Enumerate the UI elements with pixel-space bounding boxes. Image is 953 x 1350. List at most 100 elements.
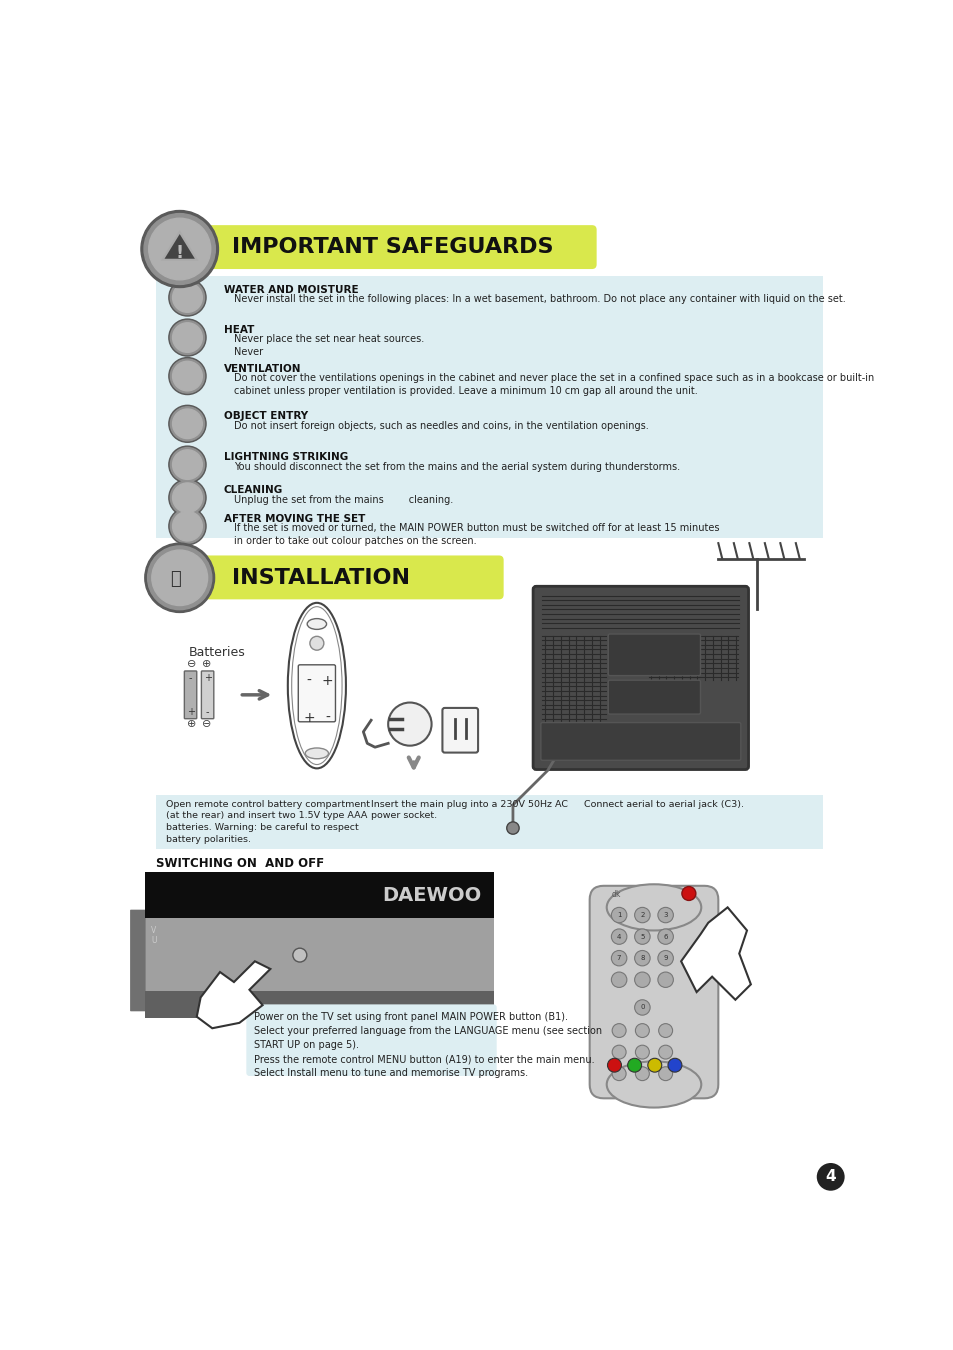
Text: 8: 8 (639, 956, 644, 961)
Text: AFTER MOVING THE SET: AFTER MOVING THE SET (224, 514, 365, 524)
FancyBboxPatch shape (201, 671, 213, 718)
FancyBboxPatch shape (145, 991, 493, 1018)
FancyBboxPatch shape (199, 225, 596, 269)
Circle shape (816, 1162, 843, 1191)
Ellipse shape (606, 884, 700, 930)
Text: !: ! (175, 244, 184, 262)
Circle shape (293, 948, 307, 963)
Text: ⊕: ⊕ (187, 720, 196, 729)
Circle shape (658, 950, 673, 965)
Text: You should disconnect the set from the mains and the aerial system during thunde: You should disconnect the set from the m… (233, 462, 679, 471)
Text: If the set is moved or turned, the MAIN POWER button must be switched off for at: If the set is moved or turned, the MAIN … (233, 524, 719, 545)
Circle shape (681, 887, 695, 900)
Text: +: + (321, 674, 334, 688)
Text: INSTALLATION: INSTALLATION (232, 568, 409, 587)
FancyBboxPatch shape (145, 872, 493, 918)
Text: -: - (206, 707, 209, 717)
Text: 7: 7 (617, 956, 620, 961)
FancyBboxPatch shape (589, 886, 718, 1099)
FancyBboxPatch shape (199, 555, 503, 599)
FancyBboxPatch shape (298, 664, 335, 722)
Circle shape (388, 702, 431, 745)
Circle shape (169, 405, 206, 443)
FancyBboxPatch shape (608, 680, 700, 714)
Text: Batteries: Batteries (189, 645, 246, 659)
Circle shape (658, 907, 673, 923)
Text: dk: dk (611, 891, 620, 899)
Ellipse shape (288, 603, 346, 768)
Text: SWITCHING ON  AND OFF: SWITCHING ON AND OFF (156, 856, 324, 869)
Text: V
U: V U (151, 926, 156, 945)
Circle shape (634, 929, 649, 944)
Circle shape (172, 483, 202, 513)
Circle shape (172, 323, 202, 352)
Circle shape (169, 279, 206, 316)
Circle shape (171, 448, 204, 482)
Circle shape (172, 450, 202, 479)
Circle shape (148, 545, 212, 610)
Circle shape (169, 358, 206, 394)
Text: Unplug the set from the mains        cleaning.: Unplug the set from the mains cleaning. (233, 494, 453, 505)
Circle shape (145, 543, 214, 613)
Circle shape (635, 1023, 649, 1038)
Circle shape (647, 1058, 661, 1072)
Text: 1: 1 (617, 913, 620, 918)
Text: 4: 4 (824, 1169, 835, 1184)
Circle shape (169, 508, 206, 544)
Text: Power on the TV set using front panel MAIN POWER button (B1).
Select your prefer: Power on the TV set using front panel MA… (253, 1012, 601, 1079)
Text: 6: 6 (662, 934, 667, 940)
Circle shape (634, 907, 649, 923)
Circle shape (169, 446, 206, 483)
Text: LIGHTNING STRIKING: LIGHTNING STRIKING (224, 452, 348, 462)
Text: ⊖: ⊖ (187, 659, 196, 670)
Text: Connect aerial to aerial jack (C3).: Connect aerial to aerial jack (C3). (583, 799, 743, 809)
Circle shape (658, 1045, 672, 1058)
Circle shape (612, 1066, 625, 1080)
Circle shape (172, 282, 202, 312)
Circle shape (152, 549, 208, 606)
Text: +: + (303, 711, 314, 725)
Circle shape (611, 972, 626, 987)
Circle shape (172, 362, 202, 391)
FancyBboxPatch shape (130, 910, 146, 1011)
Circle shape (634, 950, 649, 965)
FancyBboxPatch shape (608, 634, 700, 675)
Text: 4: 4 (617, 934, 620, 940)
Circle shape (171, 320, 204, 355)
Text: Do not insert foreign objects, such as needles and coins, in the ventilation ope: Do not insert foreign objects, such as n… (233, 421, 648, 431)
Circle shape (612, 1023, 625, 1038)
Circle shape (169, 319, 206, 356)
Circle shape (310, 636, 323, 651)
Text: ⊖: ⊖ (202, 720, 212, 729)
Circle shape (611, 950, 626, 965)
Text: 9: 9 (662, 956, 667, 961)
Text: OBJECT ENTRY: OBJECT ENTRY (224, 412, 308, 421)
Ellipse shape (307, 618, 326, 629)
FancyBboxPatch shape (540, 722, 740, 760)
FancyBboxPatch shape (145, 918, 493, 991)
Circle shape (658, 1023, 672, 1038)
Ellipse shape (606, 1061, 700, 1107)
Circle shape (171, 481, 204, 514)
Circle shape (141, 211, 218, 288)
Polygon shape (680, 907, 750, 1000)
FancyBboxPatch shape (246, 1004, 497, 1076)
FancyBboxPatch shape (156, 275, 822, 537)
FancyBboxPatch shape (184, 671, 196, 718)
Text: Insert the main plug into a 230V 50Hz AC
power socket.: Insert the main plug into a 230V 50Hz AC… (371, 799, 568, 821)
Text: -: - (306, 674, 312, 688)
FancyBboxPatch shape (533, 586, 748, 769)
Circle shape (171, 406, 204, 441)
Polygon shape (196, 961, 270, 1029)
Text: 5: 5 (639, 934, 644, 940)
Circle shape (634, 1000, 649, 1015)
Circle shape (635, 1045, 649, 1058)
Circle shape (627, 1058, 641, 1072)
Text: 2: 2 (639, 913, 644, 918)
Polygon shape (162, 232, 196, 259)
Circle shape (171, 509, 204, 543)
Text: -: - (325, 711, 330, 725)
Text: -: - (189, 672, 193, 683)
Text: +: + (203, 672, 212, 683)
Text: Do not cover the ventilations openings in the cabinet and never place the set in: Do not cover the ventilations openings i… (233, 373, 873, 396)
